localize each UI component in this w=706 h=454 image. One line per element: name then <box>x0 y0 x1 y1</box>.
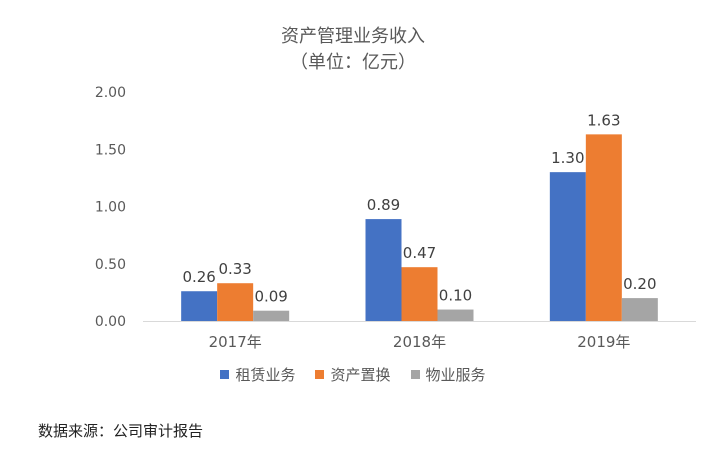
x-tick-label: 2017年 <box>209 333 262 351</box>
chart-title: 资产管理业务收入 <box>281 26 425 47</box>
bar <box>253 310 290 321</box>
y-tick-label: 1.50 <box>95 142 126 158</box>
bar <box>365 219 402 321</box>
y-tick-label: 0.00 <box>95 314 126 330</box>
data-label: 0.33 <box>218 260 251 278</box>
legend-label: 资产置换 <box>330 366 391 384</box>
y-tick-label: 0.50 <box>95 257 126 273</box>
bar <box>217 283 254 321</box>
y-tick-label: 1.00 <box>95 200 126 216</box>
bar <box>621 298 658 321</box>
data-label: 1.30 <box>551 149 584 167</box>
bar <box>401 267 438 321</box>
legend-label: 租赁业务 <box>235 366 296 384</box>
legend-item: 租赁业务 <box>220 364 295 385</box>
data-label: 0.47 <box>403 244 436 262</box>
data-label: 0.20 <box>623 275 656 293</box>
legend: 租赁业务 资产置换 物业服务 <box>0 364 706 385</box>
x-tick-label: 2019年 <box>577 333 630 351</box>
bar <box>437 309 474 321</box>
legend-item: 资产置换 <box>315 364 391 385</box>
bar <box>181 291 218 321</box>
data-label: 0.26 <box>182 268 215 286</box>
legend-swatch <box>315 370 325 379</box>
x-tick-label: 2018年 <box>393 333 446 351</box>
legend-item: 物业服务 <box>410 364 486 385</box>
y-tick-label: 2.00 <box>95 85 126 101</box>
legend-swatch <box>220 370 230 379</box>
legend-swatch <box>410 370 420 379</box>
bar <box>585 134 622 321</box>
chart-subtitle: （单位：亿元） <box>290 52 416 73</box>
data-label: 0.09 <box>254 288 287 306</box>
bar <box>549 172 586 321</box>
legend-label: 物业服务 <box>425 366 486 384</box>
source-note: 数据来源：公司审计报告 <box>38 422 204 440</box>
data-label: 0.89 <box>367 196 400 214</box>
data-label: 1.63 <box>587 111 620 129</box>
data-label: 0.10 <box>439 287 472 305</box>
